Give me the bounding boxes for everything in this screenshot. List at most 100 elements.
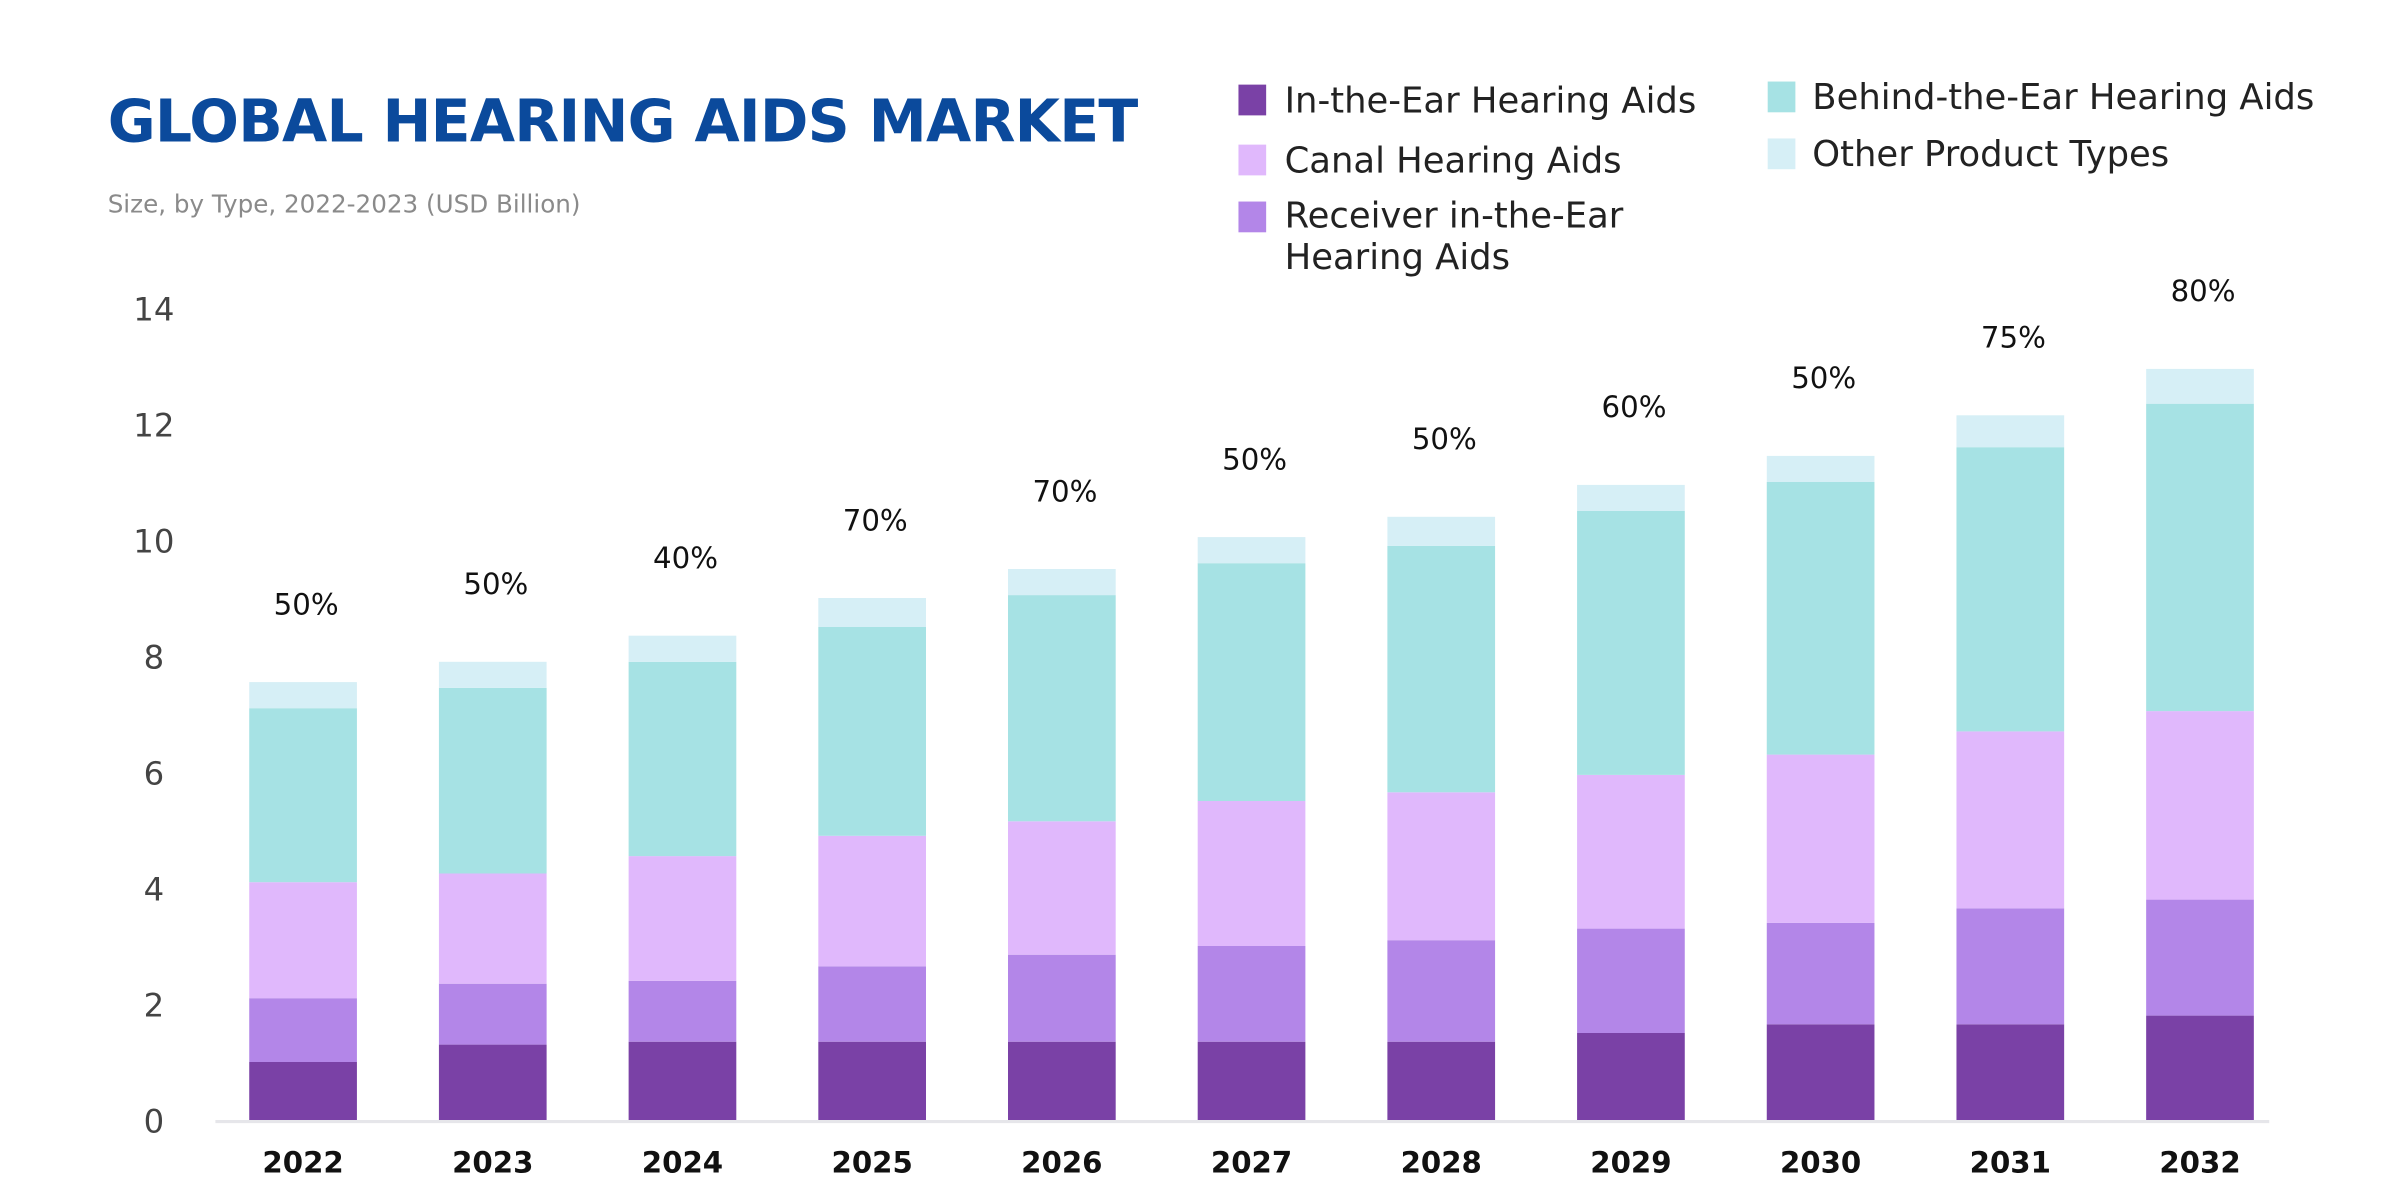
bar-segment-in-the-ear-2025 xyxy=(818,1041,927,1120)
bar-segment-behind-the-ear-2029 xyxy=(1577,511,1685,775)
bar-segment-canal-2025 xyxy=(818,835,927,967)
bar-segment-canal-2026 xyxy=(1008,821,1116,955)
percent-annotation: 70% xyxy=(1032,474,1097,508)
legend-swatch-canal xyxy=(1238,144,1267,176)
legend-label-receiver-line1: Receiver in-the-Ear xyxy=(1285,196,1624,237)
bar-segment-in-the-ear-2022 xyxy=(249,1062,357,1120)
x-tick-label: 2030 xyxy=(1780,1145,1861,1179)
bar-segment-receiver-2028 xyxy=(1387,940,1496,1042)
bar-segment-receiver-2023 xyxy=(438,983,547,1045)
bar-segment-receiver-2026 xyxy=(1008,954,1116,1042)
bar-segment-receiver-2032 xyxy=(2146,899,2254,1016)
y-tick-label: 0 xyxy=(144,1102,165,1140)
percent-annotation: 50% xyxy=(274,587,339,621)
bar-segment-other-2027 xyxy=(1197,537,1306,564)
bar-segment-other-2031 xyxy=(1956,415,2065,448)
x-axis: 2022 2023 2024 2025 2026 2027 2028 2029 2030 2031… xyxy=(262,1145,2240,1179)
y-tick-label: 14 xyxy=(133,290,174,328)
bar-segment-canal-2022 xyxy=(249,882,357,999)
bar-segment-other-2028 xyxy=(1387,516,1496,546)
y-tick-label: 4 xyxy=(144,870,165,908)
y-tick-label: 6 xyxy=(144,754,165,792)
bar-segment-canal-2029 xyxy=(1577,774,1685,929)
y-axis: 0 2 4 6 8 10 12 14 xyxy=(133,290,174,1140)
bar-segment-canal-2031 xyxy=(1956,731,2065,909)
bar-segment-canal-2032 xyxy=(2146,711,2254,900)
bar-segment-in-the-ear-2023 xyxy=(438,1044,547,1120)
bar-segment-behind-the-ear-2031 xyxy=(1956,447,2065,732)
x-tick-label: 2029 xyxy=(1590,1145,1671,1179)
x-tick-label: 2027 xyxy=(1211,1145,1292,1179)
x-tick-label: 2024 xyxy=(642,1145,723,1179)
bar-segment-in-the-ear-2030 xyxy=(1766,1024,1875,1120)
bar-segment-in-the-ear-2026 xyxy=(1008,1041,1116,1120)
bar-segment-canal-2028 xyxy=(1387,792,1496,941)
bar-segment-behind-the-ear-2027 xyxy=(1197,563,1306,802)
x-tick-label: 2025 xyxy=(831,1145,912,1179)
legend-label-behind-the-ear: Behind-the-Ear Hearing Aids xyxy=(1812,77,2314,118)
bar-segment-in-the-ear-2027 xyxy=(1197,1041,1306,1120)
legend-swatch-receiver xyxy=(1238,201,1267,233)
bar-segment-in-the-ear-2028 xyxy=(1387,1041,1496,1120)
percent-annotation: 50% xyxy=(1791,361,1856,395)
bar-segment-canal-2024 xyxy=(628,856,737,981)
chart-subtitle: Size, by Type, 2022-2023 (USD Billion) xyxy=(108,189,581,218)
legend: In-the-Ear Hearing Aids Canal Hearing Ai… xyxy=(1238,77,2314,278)
bar-segment-canal-2023 xyxy=(438,873,547,984)
bar-segment-receiver-2024 xyxy=(628,980,737,1042)
bar-segment-behind-the-ear-2023 xyxy=(438,687,547,874)
bar-segment-behind-the-ear-2026 xyxy=(1008,595,1116,822)
legend-label-receiver-line2: Hearing Aids xyxy=(1285,237,1510,278)
percent-annotation: 40% xyxy=(653,541,718,575)
percent-annotation: 80% xyxy=(2171,274,2236,308)
bar-segment-behind-the-ear-2024 xyxy=(628,661,737,857)
bar-segment-in-the-ear-2024 xyxy=(628,1041,737,1120)
legend-swatch-in-the-ear xyxy=(1238,84,1267,116)
legend-label-canal: Canal Hearing Aids xyxy=(1285,140,1622,181)
bar-segment-behind-the-ear-2028 xyxy=(1387,545,1496,793)
legend-swatch-other xyxy=(1767,138,1796,170)
annotations: 50% 50% 40% 70% 70% 50% 50% 60% 50% 75% 80% xyxy=(274,274,2236,621)
bar-segment-receiver-2030 xyxy=(1766,922,1875,1025)
legend-label-in-the-ear: In-the-Ear Hearing Aids xyxy=(1285,80,1697,121)
legend-swatch-behind-the-ear xyxy=(1767,81,1796,113)
x-tick-label: 2028 xyxy=(1401,1145,1482,1179)
percent-annotation: 70% xyxy=(843,503,908,537)
bar-segment-canal-2030 xyxy=(1766,754,1875,923)
bar-segment-in-the-ear-2029 xyxy=(1577,1033,1685,1120)
bar-segment-behind-the-ear-2022 xyxy=(249,708,357,883)
bar-segment-other-2025 xyxy=(818,598,927,627)
bar-segment-behind-the-ear-2025 xyxy=(818,627,927,836)
percent-annotation: 50% xyxy=(463,567,528,601)
y-tick-label: 10 xyxy=(133,522,174,560)
bar-segment-behind-the-ear-2032 xyxy=(2146,403,2254,712)
percent-annotation: 50% xyxy=(1222,442,1287,476)
bar-segment-other-2030 xyxy=(1766,455,1875,482)
bars xyxy=(249,368,2254,1120)
y-tick-label: 12 xyxy=(133,406,174,444)
y-tick-label: 2 xyxy=(144,986,165,1024)
legend-label-other: Other Product Types xyxy=(1812,134,2169,175)
percent-annotation: 50% xyxy=(1412,422,1477,456)
x-tick-label: 2026 xyxy=(1021,1145,1102,1179)
x-tick-label: 2022 xyxy=(262,1145,343,1179)
bar-segment-receiver-2025 xyxy=(818,966,927,1042)
bar-segment-other-2022 xyxy=(249,682,357,709)
x-tick-label: 2032 xyxy=(2159,1145,2240,1179)
bar-segment-canal-2027 xyxy=(1197,801,1306,947)
x-tick-label: 2023 xyxy=(452,1145,533,1179)
bar-segment-other-2032 xyxy=(2146,368,2254,404)
y-tick-label: 8 xyxy=(144,638,165,676)
bar-segment-receiver-2027 xyxy=(1197,946,1306,1042)
bar-segment-other-2026 xyxy=(1008,569,1116,596)
bar-segment-in-the-ear-2031 xyxy=(1956,1024,2065,1120)
bar-segment-other-2023 xyxy=(438,661,547,688)
bar-segment-in-the-ear-2032 xyxy=(2146,1015,2254,1120)
bar-segment-other-2029 xyxy=(1577,484,1685,511)
chart-title: GLOBAL HEARING AIDS MARKET xyxy=(108,88,1139,156)
x-tick-label: 2031 xyxy=(1970,1145,2051,1179)
bar-segment-receiver-2029 xyxy=(1577,928,1685,1033)
bar-segment-receiver-2031 xyxy=(1956,908,2065,1025)
bar-segment-other-2024 xyxy=(628,635,737,662)
